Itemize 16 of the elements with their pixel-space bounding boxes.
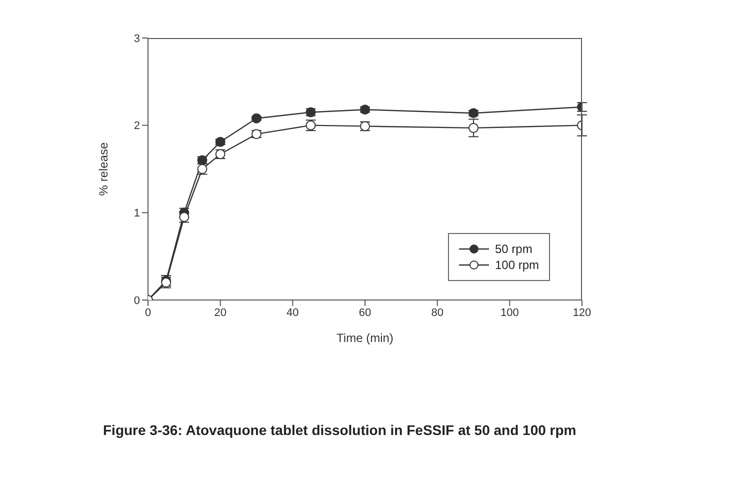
x-tick-label: 100	[500, 306, 519, 319]
x-axis-title: Time (min)	[336, 331, 394, 345]
x-tick-label: 60	[358, 306, 372, 319]
y-axis-title: % release	[96, 142, 110, 196]
x-tick-label: 120	[572, 306, 592, 319]
x-tick-label: 20	[214, 306, 226, 319]
x-tick-label: 0	[144, 306, 152, 319]
x-tick-label: 40	[286, 306, 299, 319]
x-tick-label: 80	[431, 306, 444, 319]
y-tick-label: 0	[134, 294, 140, 307]
text: Figure 3-36: Atovaquone tablet dissolution in FeSSIF at 50 and 100 rpm	[103, 422, 578, 438]
y-tick-label: 2	[134, 120, 140, 132]
y-tick-label: 1	[134, 208, 140, 220]
legend-label: 100 rpm	[495, 258, 540, 272]
y-tick-label: 3	[134, 32, 140, 45]
legend-label: 50 rpm	[495, 242, 532, 256]
